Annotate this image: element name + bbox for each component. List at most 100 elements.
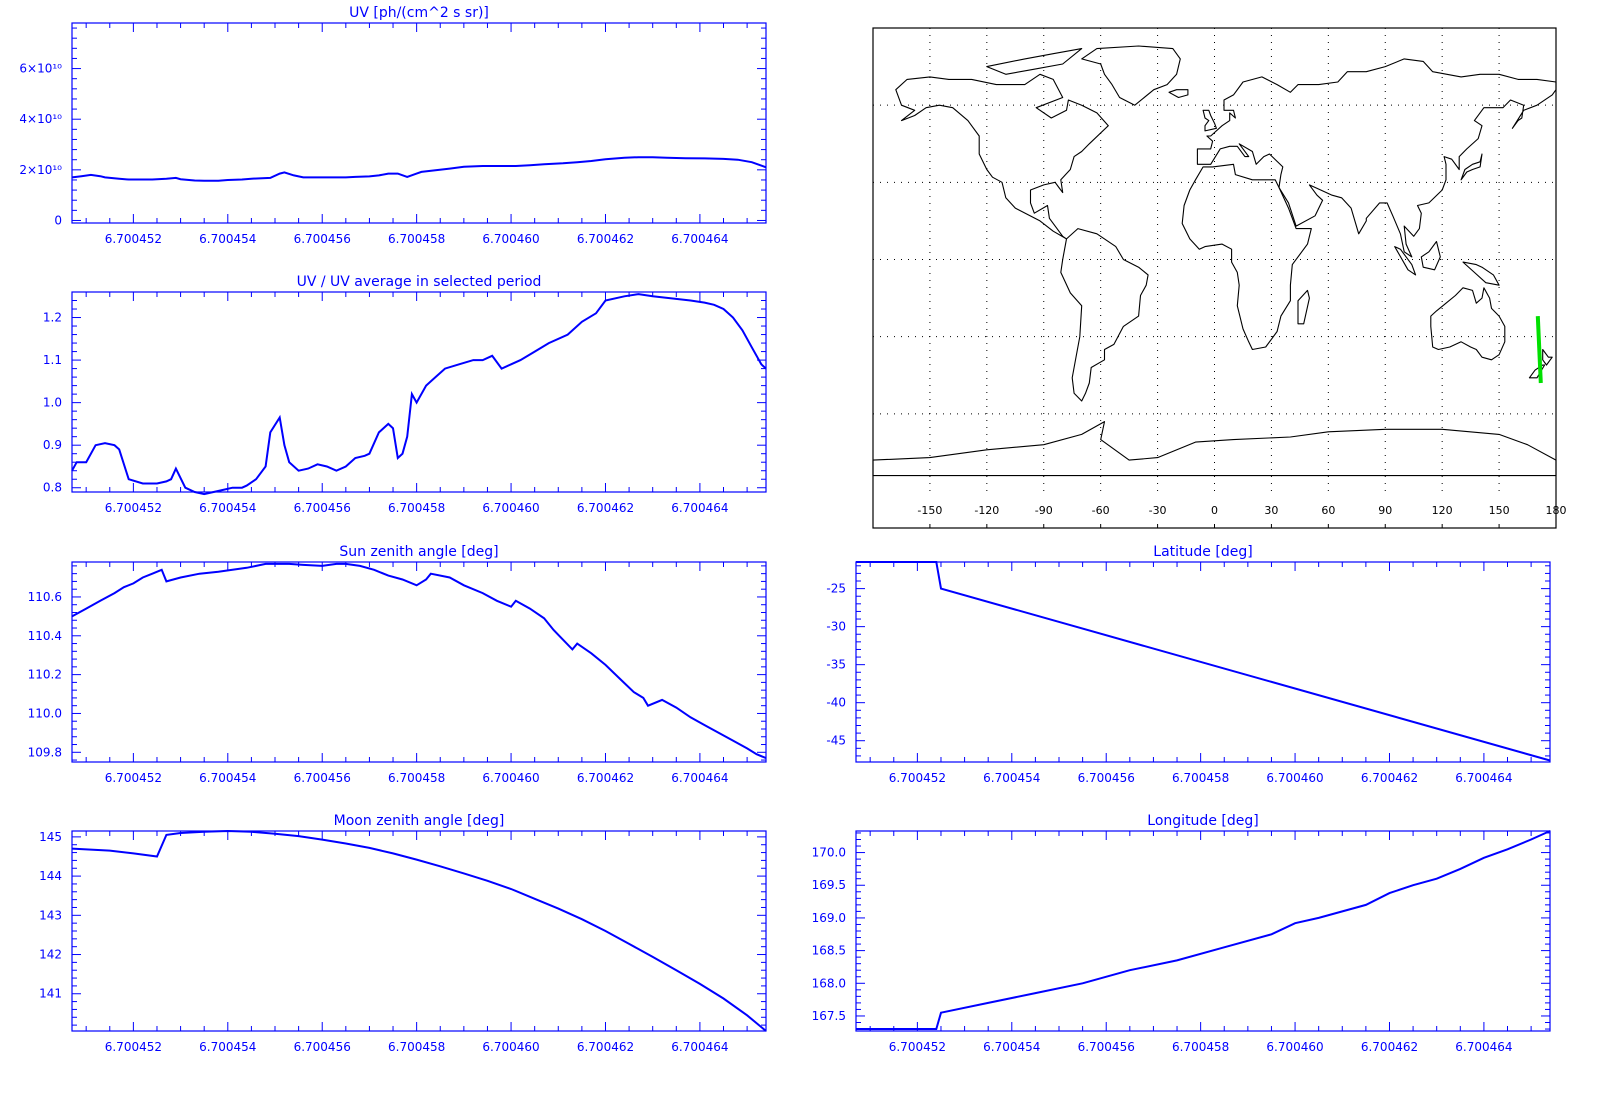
x-tick-label: 6.700454 (983, 771, 1040, 785)
x-tick-label: 6.700456 (294, 1040, 351, 1054)
x-tick-label: 6.700456 (1078, 1040, 1135, 1054)
coastline-new-zealand-north (1542, 348, 1553, 366)
y-tick-label: 169.5 (812, 878, 846, 892)
map-x-tick-label: -90 (1035, 504, 1053, 517)
x-tick-label: 6.700462 (577, 501, 634, 515)
y-tick-label: -45 (826, 734, 846, 748)
y-tick-label: -35 (826, 658, 846, 672)
y-tick-label: 170.0 (812, 846, 846, 860)
x-tick-label: 6.700464 (671, 1040, 728, 1054)
x-tick-label: 6.700464 (671, 501, 728, 515)
sun-title: Sun zenith angle [deg] (339, 544, 498, 560)
y-tick-label: 1.2 (43, 311, 62, 325)
x-tick-label: 6.700462 (577, 1040, 634, 1054)
coastline-africa (1181, 163, 1312, 351)
y-tick-label: 110.2 (28, 668, 62, 682)
map-x-tick-label: 60 (1321, 504, 1335, 517)
y-tick-label: 169.0 (812, 911, 846, 925)
coastline-south-america (1060, 228, 1149, 402)
x-tick-label: 6.700458 (388, 232, 445, 246)
x-tick-label: 6.700456 (294, 232, 351, 246)
ratio-frame (71, 291, 767, 493)
uv-chart: UV [ph/(cm^2 s sr)] 6.700452 6.700454 6.700… (19, 5, 767, 246)
y-tick-label: 4×10¹⁰ (19, 112, 62, 126)
y-tick-label: 110.4 (28, 629, 62, 643)
y-tick-label: -25 (826, 582, 846, 596)
x-tick-label: 6.700452 (889, 1040, 946, 1054)
x-tick-label: 6.700456 (294, 771, 351, 785)
ratio-title: UV / UV average in selected period (297, 274, 542, 290)
y-tick-label: 142 (39, 948, 62, 962)
x-tick-label: 6.700458 (1172, 771, 1229, 785)
coastline-iceland (1168, 89, 1189, 99)
satellite-track (1535, 316, 1543, 384)
coastline-borneo (1420, 240, 1441, 271)
moon-series-line (71, 829, 767, 1032)
lat-frame (855, 561, 1551, 763)
y-tick-label: 143 (39, 908, 62, 922)
map-x-tick-label: 30 (1264, 504, 1278, 517)
coastline-arctic-islands (986, 48, 1083, 75)
y-tick-label: -30 (826, 620, 846, 634)
y-tick-label: 168.0 (812, 976, 846, 990)
map-x-tick-label: -60 (1092, 504, 1110, 517)
y-tick-label: 144 (39, 869, 62, 883)
x-tick-label: 6.700460 (482, 771, 539, 785)
x-tick-label: 6.700460 (482, 501, 539, 515)
ratio-series-line (71, 293, 767, 496)
x-tick-label: 6.700454 (199, 771, 256, 785)
map-x-tick-label: 180 (1546, 504, 1567, 517)
coastline-japan (1460, 153, 1483, 181)
y-tick-label: 168.5 (812, 944, 846, 958)
uv-title: UV [ph/(cm^2 s sr)] (349, 5, 489, 21)
x-tick-label: 6.700458 (1172, 1040, 1229, 1054)
coastline-new-guinea (1462, 261, 1500, 286)
x-tick-label: 6.700452 (105, 1040, 162, 1054)
x-tick-label: 6.700464 (1455, 1040, 1512, 1054)
sun-chart: Sun zenith angle [deg] 6.700452 6.700454 6.… (28, 544, 767, 785)
coastline-eurasia (1196, 58, 1557, 258)
y-tick-label: 1.1 (43, 353, 62, 367)
map-x-tick-label: 90 (1378, 504, 1392, 517)
map-frame (872, 27, 1557, 529)
sun-frame (71, 561, 767, 763)
map-x-tick-label: 0 (1211, 504, 1218, 517)
coastline-greenland (1081, 45, 1181, 106)
map-x-tick-label: -120 (974, 504, 999, 517)
moon-title: Moon zenith angle [deg] (334, 813, 505, 829)
y-tick-label: 109.8 (28, 745, 62, 759)
coastline-australia (1430, 287, 1506, 361)
x-tick-label: 6.700460 (482, 1040, 539, 1054)
x-tick-label: 6.700460 (1266, 1040, 1323, 1054)
x-tick-label: 6.700452 (889, 771, 946, 785)
map-x-tick-label: -30 (1149, 504, 1167, 517)
sun-series-line (71, 562, 767, 760)
x-tick-label: 6.700464 (1455, 771, 1512, 785)
lat-chart: Latitude [deg] 6.700452 6.700454 6.700456 6.… (826, 544, 1551, 785)
x-tick-label: 6.700462 (1361, 771, 1418, 785)
x-tick-label: 6.700462 (577, 771, 634, 785)
coastline-north-america (895, 73, 1109, 240)
ratio-chart: UV / UV average in selected period 6.7004… (43, 274, 767, 515)
y-tick-label: 110.0 (28, 706, 62, 720)
x-tick-label: 6.700456 (1078, 771, 1135, 785)
x-tick-label: 6.700454 (199, 1040, 256, 1054)
x-tick-label: 6.700456 (294, 501, 351, 515)
lon-series-line (856, 830, 1551, 1030)
uv-frame (71, 22, 767, 224)
x-tick-label: 6.700454 (199, 232, 256, 246)
coastlines (872, 45, 1557, 477)
y-tick-label: 0 (54, 213, 62, 227)
x-tick-label: 6.700462 (577, 232, 634, 246)
lat-series-line (856, 561, 1551, 762)
y-tick-label: 0.8 (43, 481, 62, 495)
y-tick-label: 1.0 (43, 396, 62, 410)
y-tick-label: 145 (39, 830, 62, 844)
x-tick-label: 6.700460 (482, 232, 539, 246)
x-tick-label: 6.700452 (105, 501, 162, 515)
world-map-panel: -150 -120 -90 -60 -30 0 30 60 90 120 150 180 (872, 27, 1567, 529)
y-tick-label: 110.6 (28, 590, 62, 604)
coastline-antarctica (872, 421, 1557, 477)
y-tick-label: 2×10¹⁰ (19, 163, 62, 177)
